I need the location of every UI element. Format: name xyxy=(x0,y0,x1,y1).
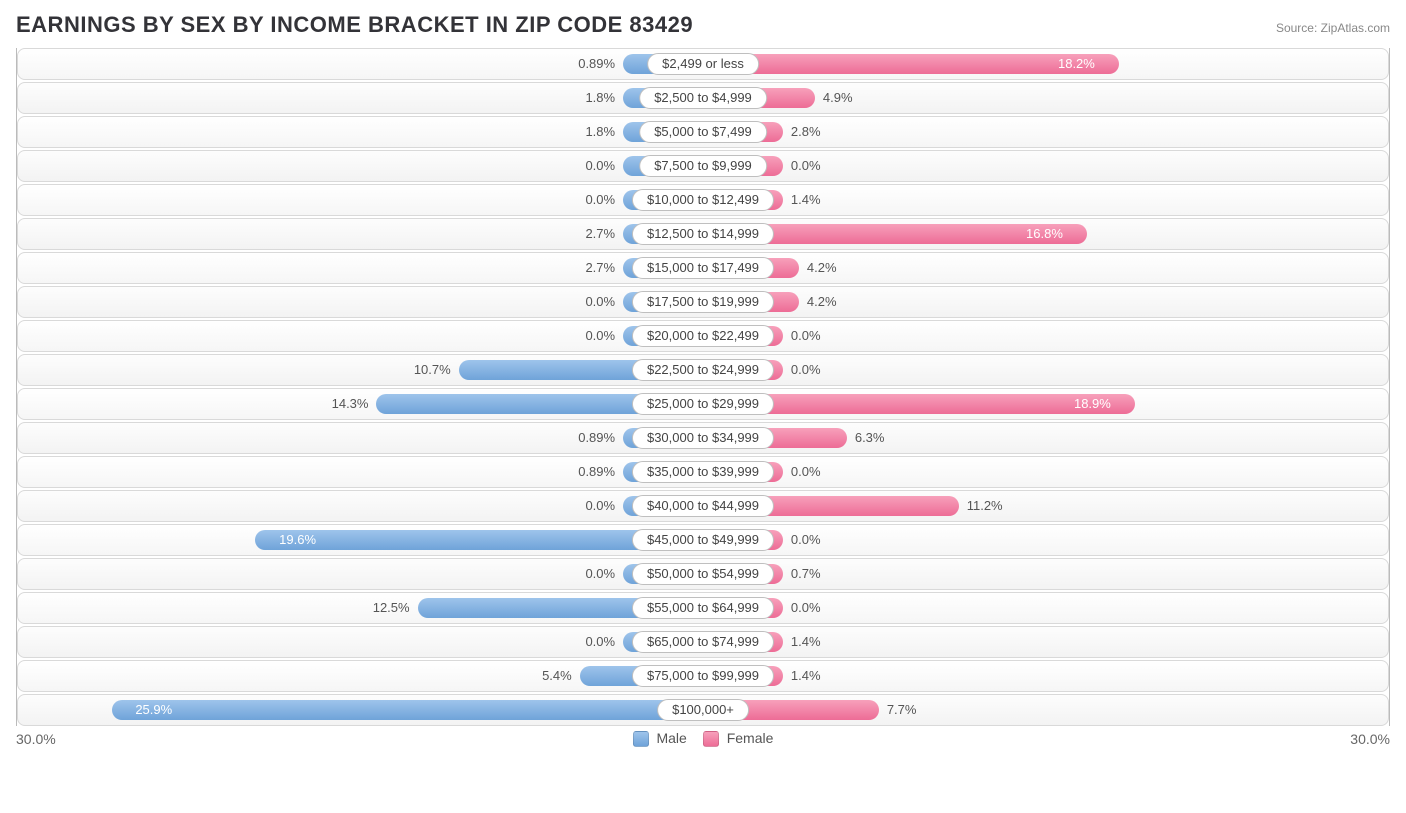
male-value: 12.5% xyxy=(373,600,418,615)
bracket-label: $5,000 to $7,499 xyxy=(639,121,767,143)
bracket-label: $12,500 to $14,999 xyxy=(632,223,774,245)
male-value: 0.0% xyxy=(585,634,623,649)
legend-female-label: Female xyxy=(727,730,774,746)
female-value: 18.9% xyxy=(1074,396,1121,411)
bracket-label: $2,500 to $4,999 xyxy=(639,87,767,109)
bracket-label: $65,000 to $74,999 xyxy=(632,631,774,653)
chart-row: 0.0% 1.4% $10,000 to $12,499 xyxy=(17,184,1389,216)
chart-row: 0.89% 6.3% $30,000 to $34,999 xyxy=(17,422,1389,454)
bracket-label: $100,000+ xyxy=(657,699,749,721)
bracket-label: $10,000 to $12,499 xyxy=(632,189,774,211)
chart-row: 25.9% 7.7% $100,000+ xyxy=(17,694,1389,726)
bracket-label: $75,000 to $99,999 xyxy=(632,665,774,687)
male-value: 0.0% xyxy=(585,192,623,207)
female-value: 4.9% xyxy=(815,90,853,105)
male-value: 0.89% xyxy=(578,464,623,479)
chart-row: 2.7% 4.2% $15,000 to $17,499 xyxy=(17,252,1389,284)
chart-row: 1.8% 4.9% $2,500 to $4,999 xyxy=(17,82,1389,114)
chart-row: 0.0% 0.7% $50,000 to $54,999 xyxy=(17,558,1389,590)
male-value: 19.6% xyxy=(269,532,316,547)
chart-row: 0.0% 0.0% $7,500 to $9,999 xyxy=(17,150,1389,182)
female-value: 0.0% xyxy=(783,600,821,615)
female-value: 0.0% xyxy=(783,328,821,343)
chart-row: 0.0% 1.4% $65,000 to $74,999 xyxy=(17,626,1389,658)
male-value: 0.0% xyxy=(585,294,623,309)
bracket-label: $17,500 to $19,999 xyxy=(632,291,774,313)
female-value: 2.8% xyxy=(783,124,821,139)
male-value: 0.0% xyxy=(585,498,623,513)
female-value: 7.7% xyxy=(879,702,917,717)
chart-row: 10.7% 0.0% $22,500 to $24,999 xyxy=(17,354,1389,386)
bracket-label: $50,000 to $54,999 xyxy=(632,563,774,585)
bracket-label: $2,499 or less xyxy=(647,53,759,75)
male-value: 25.9% xyxy=(125,702,172,717)
male-value: 10.7% xyxy=(414,362,459,377)
male-value: 0.89% xyxy=(578,430,623,445)
bracket-label: $15,000 to $17,499 xyxy=(632,257,774,279)
bracket-label: $45,000 to $49,999 xyxy=(632,529,774,551)
chart-row: 0.0% 4.2% $17,500 to $19,999 xyxy=(17,286,1389,318)
bracket-label: $22,500 to $24,999 xyxy=(632,359,774,381)
chart-row: 2.7% 16.8% $12,500 to $14,999 xyxy=(17,218,1389,250)
female-value: 1.4% xyxy=(783,668,821,683)
bracket-label: $35,000 to $39,999 xyxy=(632,461,774,483)
female-value: 0.0% xyxy=(783,158,821,173)
chart-row: 0.89% 18.2% $2,499 or less xyxy=(17,48,1389,80)
bracket-label: $25,000 to $29,999 xyxy=(632,393,774,415)
male-value: 2.7% xyxy=(585,226,623,241)
male-swatch-icon xyxy=(633,731,649,747)
female-value: 6.3% xyxy=(847,430,885,445)
chart-title: EARNINGS BY SEX BY INCOME BRACKET IN ZIP… xyxy=(16,12,693,38)
legend-male: Male xyxy=(633,730,687,747)
axis-label-left: 30.0% xyxy=(16,731,56,747)
male-bar xyxy=(112,700,703,720)
chart-row: 0.89% 0.0% $35,000 to $39,999 xyxy=(17,456,1389,488)
female-value: 11.2% xyxy=(959,498,1003,513)
male-value: 2.7% xyxy=(585,260,623,275)
female-value: 0.0% xyxy=(783,532,821,547)
female-value: 0.7% xyxy=(783,566,821,581)
bracket-label: $40,000 to $44,999 xyxy=(632,495,774,517)
female-value: 0.0% xyxy=(783,362,821,377)
axis-label-right: 30.0% xyxy=(1350,731,1390,747)
legend-male-label: Male xyxy=(656,730,686,746)
chart-source: Source: ZipAtlas.com xyxy=(1276,21,1390,35)
female-value: 4.2% xyxy=(799,294,837,309)
female-bar xyxy=(703,54,1119,74)
female-swatch-icon xyxy=(703,731,719,747)
female-value: 16.8% xyxy=(1026,226,1073,241)
chart-row: 5.4% 1.4% $75,000 to $99,999 xyxy=(17,660,1389,692)
male-value: 0.0% xyxy=(585,158,623,173)
female-value: 1.4% xyxy=(783,634,821,649)
male-value: 1.8% xyxy=(585,124,623,139)
chart-header: EARNINGS BY SEX BY INCOME BRACKET IN ZIP… xyxy=(16,12,1390,38)
chart-row: 19.6% 0.0% $45,000 to $49,999 xyxy=(17,524,1389,556)
chart-row: 0.0% 0.0% $20,000 to $22,499 xyxy=(17,320,1389,352)
female-value: 1.4% xyxy=(783,192,821,207)
male-value: 0.0% xyxy=(585,328,623,343)
pyramid-chart: 0.89% 18.2% $2,499 or less 1.8% 4.9% $2,500 t… xyxy=(16,48,1390,726)
bracket-label: $7,500 to $9,999 xyxy=(639,155,767,177)
bracket-label: $20,000 to $22,499 xyxy=(632,325,774,347)
chart-row: 1.8% 2.8% $5,000 to $7,499 xyxy=(17,116,1389,148)
female-value: 4.2% xyxy=(799,260,837,275)
bracket-label: $55,000 to $64,999 xyxy=(632,597,774,619)
chart-row: 0.0% 11.2% $40,000 to $44,999 xyxy=(17,490,1389,522)
chart-footer: 30.0% Male Female 30.0% xyxy=(16,730,1390,747)
male-value: 14.3% xyxy=(332,396,377,411)
male-value: 0.0% xyxy=(585,566,623,581)
legend-female: Female xyxy=(703,730,774,747)
female-value: 0.0% xyxy=(783,464,821,479)
bracket-label: $30,000 to $34,999 xyxy=(632,427,774,449)
male-value: 1.8% xyxy=(585,90,623,105)
male-value: 0.89% xyxy=(578,56,623,71)
chart-row: 12.5% 0.0% $55,000 to $64,999 xyxy=(17,592,1389,624)
male-value: 5.4% xyxy=(542,668,580,683)
female-value: 18.2% xyxy=(1058,56,1105,71)
chart-row: 14.3% 18.9% $25,000 to $29,999 xyxy=(17,388,1389,420)
legend: Male Female xyxy=(633,730,774,747)
